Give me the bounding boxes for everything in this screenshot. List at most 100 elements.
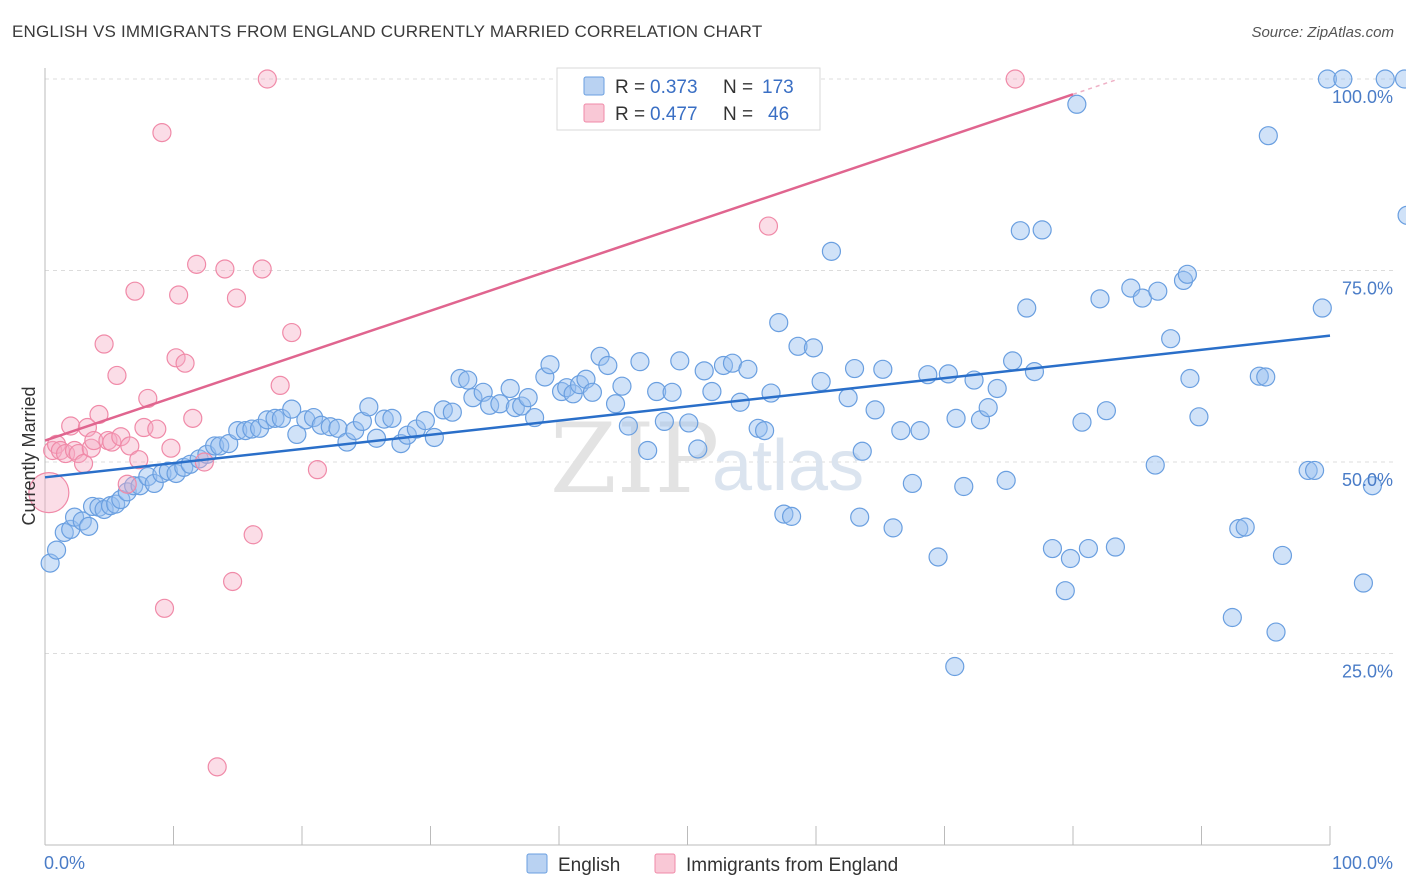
watermark-atlas: atlas: [712, 426, 864, 506]
english-point: [1003, 351, 1023, 371]
england-point: [187, 254, 207, 274]
english-point: [1055, 581, 1075, 601]
english-point: [1222, 607, 1242, 628]
english-point: [1032, 220, 1052, 240]
bottom-legend-swatch-england: [654, 853, 676, 874]
english-point: [518, 388, 538, 408]
english-point: [1067, 94, 1087, 114]
english-point: [1017, 298, 1037, 318]
english-point: [415, 411, 435, 431]
english-point: [442, 402, 462, 422]
english-point: [873, 359, 893, 379]
england-point: [1005, 69, 1025, 89]
legend-n-label-english: N =: [723, 77, 753, 98]
y-tick-label: 75.0%: [1342, 279, 1393, 299]
english-points: [40, 69, 1406, 677]
english-point: [282, 399, 302, 419]
english-point: [303, 407, 324, 428]
english-point: [540, 355, 560, 375]
english-point: [1266, 622, 1286, 642]
english-point: [618, 416, 638, 436]
english-point: [679, 413, 699, 433]
english-point: [774, 504, 794, 524]
english-point: [630, 352, 650, 372]
english-point: [1375, 69, 1395, 89]
x-tick-label-max: 100.0%: [1332, 853, 1393, 873]
legend-n-value-england: 46: [768, 104, 789, 125]
english-point: [754, 420, 775, 441]
england-point: [107, 365, 127, 386]
english-point: [1024, 362, 1045, 382]
english-point: [605, 394, 626, 414]
england-point: [102, 432, 122, 452]
england-point: [252, 259, 272, 279]
english-point: [1105, 537, 1126, 557]
english-point: [638, 440, 658, 461]
england-point: [94, 334, 114, 354]
english-point: [788, 336, 808, 356]
legend-swatch-english: [583, 76, 605, 96]
english-point: [287, 424, 307, 445]
english-point: [1394, 69, 1406, 89]
english-point: [647, 381, 667, 402]
english-point: [320, 417, 340, 437]
english-point: [1161, 329, 1181, 349]
english-point: [424, 427, 444, 448]
english-point: [891, 420, 911, 441]
english-point: [654, 411, 674, 432]
england-point: [81, 438, 101, 458]
english-point: [761, 383, 781, 403]
english-point: [257, 410, 277, 430]
trend-lines: [44, 78, 1331, 479]
english-point: [450, 368, 470, 389]
english-point: [505, 398, 525, 418]
england-point: [270, 375, 290, 395]
bottom-legend-label-english: English: [558, 855, 620, 876]
english-point: [582, 382, 603, 402]
english-point: [235, 420, 256, 441]
english-point: [1258, 126, 1278, 146]
legend-r-value-england: 0.477: [650, 104, 698, 125]
bottom-legend: English Immigrants from England: [526, 853, 898, 876]
y-tick-labels: 25.0% 50.0% 75.0% 100.0%: [1332, 87, 1393, 682]
england-point: [154, 598, 175, 618]
chart-title: ENGLISH VS IMMIGRANTS FROM ENGLAND CURRE…: [12, 22, 763, 41]
english-point: [694, 361, 714, 381]
english-point: [124, 476, 144, 496]
english-point: [978, 398, 998, 418]
english-point: [865, 400, 885, 420]
english-point: [1397, 205, 1406, 225]
english-point: [535, 367, 555, 387]
y-axis-title: Currently Married: [19, 386, 39, 525]
england-point: [758, 216, 779, 236]
english-point: [910, 420, 930, 441]
english-point: [1362, 476, 1383, 496]
english-point: [902, 473, 922, 494]
england-point: [28, 472, 70, 514]
english-point: [844, 358, 865, 379]
english-point: [166, 463, 186, 484]
english-trend-line: [44, 334, 1331, 479]
english-point: [1229, 519, 1249, 539]
england-point: [223, 571, 243, 592]
english-point: [987, 378, 1007, 399]
legend-swatch-england: [583, 103, 605, 123]
english-point: [500, 378, 520, 399]
english-point: [738, 359, 758, 379]
english-point: [265, 408, 285, 428]
english-point: [970, 410, 991, 430]
english-point: [821, 241, 842, 261]
english-point: [946, 408, 966, 428]
english-point: [1060, 548, 1081, 569]
english-point: [688, 439, 708, 459]
england-point: [120, 436, 140, 456]
england-point: [183, 408, 203, 428]
english-point: [702, 381, 722, 402]
english-point: [803, 338, 824, 358]
english-point: [144, 473, 164, 494]
english-point: [382, 408, 402, 428]
bottom-legend-swatch-english: [526, 853, 548, 874]
england-point: [125, 281, 145, 301]
english-point: [219, 434, 239, 454]
